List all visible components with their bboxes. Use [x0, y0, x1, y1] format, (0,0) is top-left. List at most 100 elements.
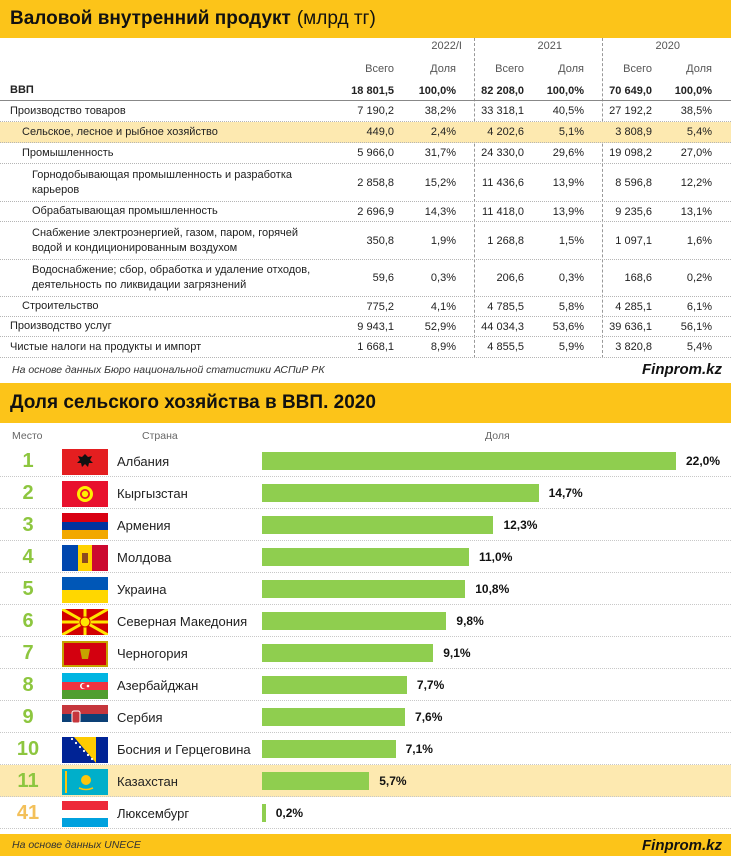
table-row: Производство услуг 9 943,1 52,9% 44 034,3 53… [0, 317, 731, 337]
bar-value-label: 7,1% [405, 742, 433, 756]
share-cell: 27,0% [680, 147, 712, 159]
total-cell: 39 636,1 [609, 320, 652, 333]
chart-row: 10 Босния и Герцеговина 7,1% [0, 733, 731, 765]
total-cell: 18 801,5 [351, 84, 394, 97]
share-cell: 0,3% [430, 272, 456, 284]
bar [262, 484, 539, 502]
total-cell: 24 330,0 [481, 147, 524, 159]
total-cell: 449,0 [366, 126, 394, 138]
row-label: Строительство [22, 300, 99, 312]
total-cell: 9 943,1 [357, 320, 394, 333]
share-cell: 13,9% [552, 176, 584, 189]
total-cell: 4 785,5 [487, 300, 524, 313]
rank-label: 1 [22, 449, 34, 472]
bar-value-label: 14,7% [548, 486, 583, 500]
rank-label: 6 [22, 609, 34, 632]
country-label: Северная Македония [117, 613, 248, 629]
north-macedonia-flag [62, 609, 108, 635]
table-row: Снабжение электроэнергией, газом, паром,… [0, 222, 731, 260]
rank-label: 2 [22, 481, 34, 504]
country-label: Сербия [117, 709, 163, 725]
share-cell: 5,4% [686, 126, 712, 138]
share-cell: 8,9% [430, 341, 456, 353]
bar-value-label: 22,0% [686, 454, 721, 468]
table-row: Горнодобывающая промышленность и разрабо… [0, 164, 731, 202]
table-row: ВВП 18 801,5 100,0% 82 208,0 100,0% 70 649,0 1… [0, 81, 731, 101]
table-row: Чистые налоги на продукты и импорт 1 668,… [0, 337, 731, 358]
bar [262, 548, 469, 566]
rank-column-header: Место [12, 430, 43, 442]
bar [262, 644, 434, 662]
total-cell: 1 097,1 [615, 234, 652, 247]
bar [262, 452, 676, 470]
country-label: Азербайджан [117, 677, 199, 693]
bar-value-label: 11,0% [479, 550, 513, 564]
chart-row: 5 Украина 10,8% [0, 573, 731, 605]
ukraine-flag [62, 577, 108, 603]
share-cell: 56,1% [680, 320, 712, 333]
share-cell: 1,9% [430, 234, 456, 247]
country-label: Украина [117, 581, 167, 597]
row-label: Обрабатывающая промышленность [32, 205, 218, 217]
rank-label: 8 [22, 673, 34, 696]
country-label: Босния и Герцеговина [117, 741, 251, 757]
share-cell: 53,6% [552, 320, 584, 333]
chart-row: 41 Люксембург 0,2% [0, 797, 731, 829]
bar [262, 740, 396, 758]
total-cell: 11 418,0 [481, 205, 524, 218]
chart-row: 1 Албания 22,0% [0, 445, 731, 477]
total-cell: 11 436,6 [481, 176, 524, 189]
bar [262, 612, 447, 630]
total-cell: 2 858,8 [357, 176, 394, 189]
row-label: Промышленность [22, 146, 114, 159]
share-cell: 40,5% [552, 105, 584, 117]
year-header: 2021 [537, 40, 562, 52]
rank-label: 41 [16, 801, 40, 824]
total-cell: 775,2 [366, 300, 394, 313]
table-row: Водоснабжение; сбор, обработка и удалени… [0, 260, 731, 297]
bar-value-label: 12,3% [503, 518, 538, 532]
total-cell: 5 966,0 [357, 147, 394, 159]
table-row: Производство товаров 7 190,2 38,2% 33 318,1… [0, 101, 731, 122]
table-row: Обрабатывающая промышленность 2 696,9 14,3… [0, 202, 731, 222]
share-cell: 5,9% [558, 341, 584, 353]
luxembourg-flag [62, 801, 108, 827]
azerbaijan-flag [62, 673, 108, 699]
bar [262, 772, 370, 790]
rank-label: 4 [22, 545, 34, 568]
rank-label: 10 [16, 737, 40, 760]
total-cell: 70 649,0 [609, 84, 652, 97]
share-column-header: Доля [485, 430, 510, 442]
total-cell: 19 098,2 [609, 147, 652, 159]
chart-footer: На основе данных UNECE Finprom.kz [0, 834, 731, 856]
total-cell: 3 808,9 [615, 126, 652, 138]
table-row: Строительство 775,2 4,1% 4 785,5 5,8% 4 285,1… [0, 297, 731, 317]
year-header: 2020 [655, 40, 680, 52]
share-cell: 29,6% [552, 147, 584, 159]
chart-row: 8 Азербайджан 7,7% [0, 669, 731, 701]
column-separator [474, 38, 475, 358]
bar-value-label: 5,7% [379, 774, 407, 788]
share-cell: 13,9% [552, 205, 584, 218]
column-separator [602, 38, 603, 358]
row-label: Снабжение электроэнергией, газом, паром,… [32, 226, 299, 254]
chart-header: Доля сельского хозяйства в ВВП. 2020 [0, 383, 731, 423]
chart-row: 6 Северная Македония 9,8% [0, 605, 731, 637]
country-column-header: Страна [142, 430, 178, 442]
bar [262, 708, 406, 726]
country-label: Черногория [117, 645, 188, 661]
row-label: Водоснабжение; сбор, обработка и удалени… [32, 264, 311, 291]
share-header: Доля [686, 63, 712, 75]
bar-value-label: 7,6% [415, 710, 443, 724]
share-cell: 5,1% [558, 126, 584, 138]
share-cell: 14,3% [424, 205, 456, 218]
table-row: Сельское, лесное и рыбное хозяйство 449,0… [0, 122, 731, 143]
bar-value-label: 9,1% [443, 646, 471, 660]
table-row: Промышленность 5 966,0 31,7% 24 330,0 29,6% 1… [0, 143, 731, 164]
year-header: 2022/I [431, 40, 462, 52]
table-footer: На основе данных Бюро национальной стати… [0, 358, 731, 381]
share-cell: 52,9% [424, 320, 456, 333]
total-cell: 59,6 [372, 272, 394, 284]
total-cell: 33 318,1 [481, 105, 524, 117]
total-header: Всего [495, 63, 524, 75]
